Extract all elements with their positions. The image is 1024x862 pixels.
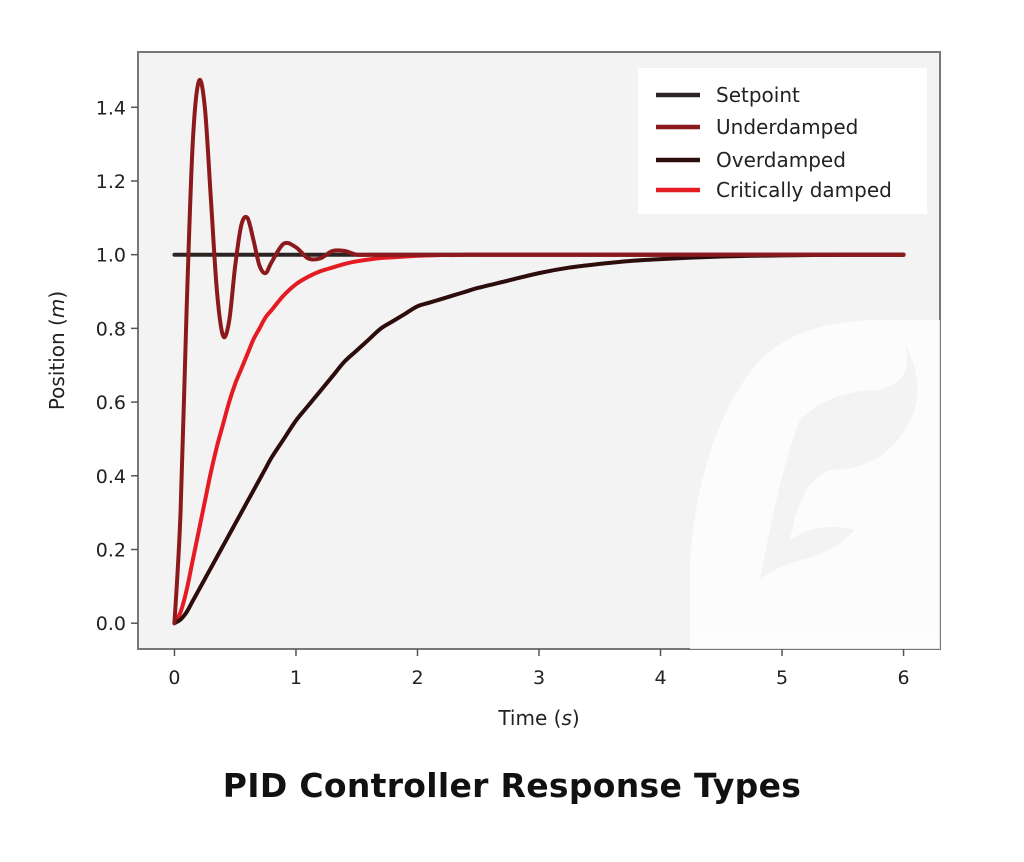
legend-label-underdamped: Underdamped <box>716 115 858 139</box>
series-line-overdamped <box>172 252 906 626</box>
y-tick-label: 0.2 <box>96 540 126 562</box>
x-tick-label: 6 <box>897 667 909 689</box>
x-tick-label: 4 <box>654 667 666 689</box>
y-tick-label: 0.6 <box>96 392 126 414</box>
x-axis-label: Time (s) <box>497 706 579 730</box>
y-tick-label: 0.0 <box>96 613 126 635</box>
x-tick-label: 2 <box>411 667 423 689</box>
legend-label-setpoint: Setpoint <box>716 83 800 107</box>
legend: Setpoint Underdamped Overdamped Critically … <box>638 68 927 214</box>
x-tick-label: 3 <box>533 667 545 689</box>
y-tick-label: 1.4 <box>96 97 126 119</box>
x-tick-label: 1 <box>290 667 302 689</box>
x-tick-label: 5 <box>776 667 788 689</box>
series-line-underdamped <box>172 78 906 626</box>
legend-label-overdamped: Overdamped <box>716 148 846 172</box>
x-tick-label: 0 <box>168 667 180 689</box>
legend-label-critically-damped: Critically damped <box>716 178 892 202</box>
chart-title: PID Controller Response Types <box>222 766 802 805</box>
y-tick-label: 0.8 <box>96 318 126 340</box>
watermark-logo <box>690 320 940 649</box>
y-tick-label: 1.2 <box>96 171 126 193</box>
y-tick-label: 1.0 <box>96 245 126 267</box>
y-axis-label: Position (m) <box>45 291 69 410</box>
y-tick-label: 0.4 <box>96 466 126 488</box>
